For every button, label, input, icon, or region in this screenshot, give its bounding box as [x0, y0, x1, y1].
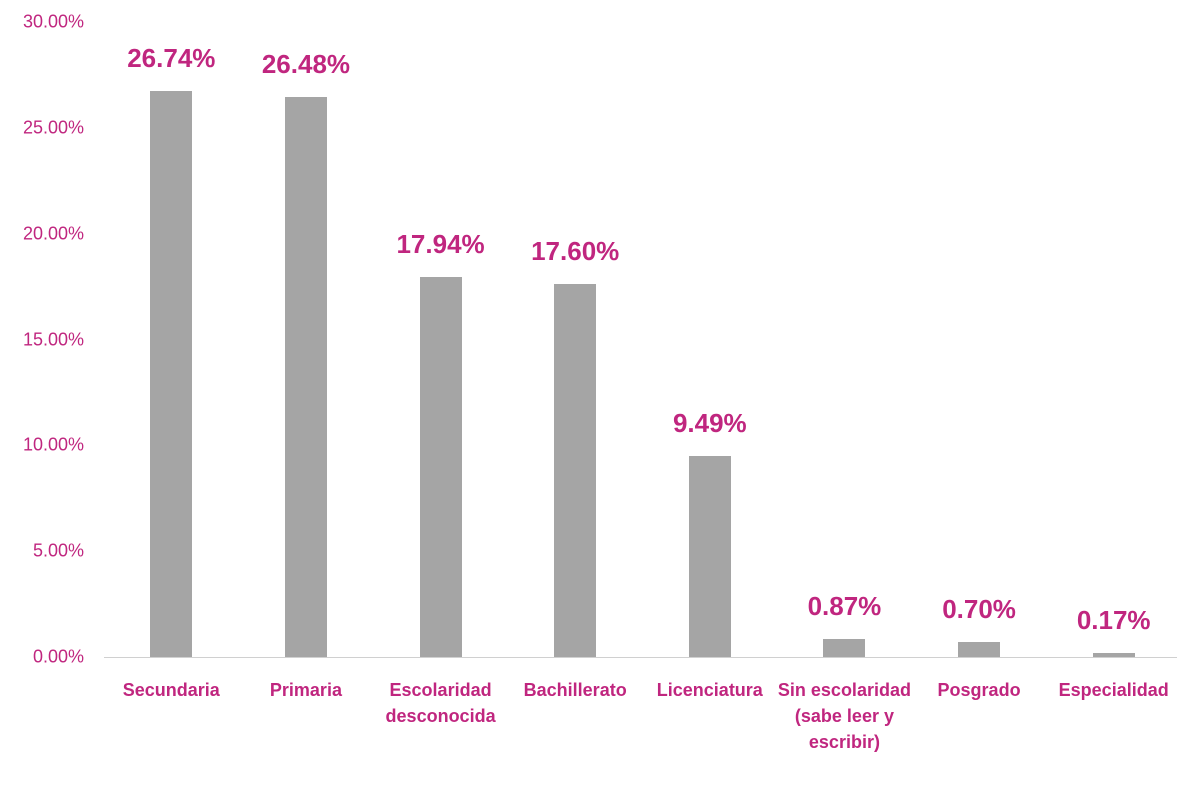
y-tick-label: 5.00% — [32, 540, 84, 561]
value-label: 17.60% — [531, 236, 620, 267]
y-tick-label: 20.00% — [22, 223, 84, 244]
value-label: 9.49% — [672, 408, 747, 439]
bar — [958, 642, 1001, 657]
value-label: 17.94% — [396, 229, 485, 260]
bar — [554, 284, 597, 657]
x-axis-line — [104, 657, 1177, 658]
x-tick-label: Bachillerato — [523, 680, 627, 700]
value-label: 0.17% — [1076, 605, 1151, 636]
bar — [688, 456, 731, 657]
y-tick-label: 25.00% — [22, 117, 84, 138]
value-label: 26.74% — [127, 43, 216, 73]
x-tick-label: Licenciatura — [656, 680, 763, 700]
value-label: 0.70% — [942, 594, 1016, 625]
bar — [150, 91, 193, 657]
value-label: 0.87% — [807, 590, 882, 621]
x-tick-label: Primaria — [269, 680, 342, 700]
bar — [823, 638, 866, 657]
x-tick-label: Sin escolaridad (sabe leer y escribir) — [777, 680, 911, 752]
y-tick-label: 30.00% — [22, 11, 84, 32]
y-tick-label: 15.00% — [22, 329, 84, 349]
x-tick-label: Escolaridad desconocida — [385, 680, 496, 726]
y-tick-label: 10.00% — [22, 434, 84, 455]
bar — [419, 277, 462, 657]
x-tick-label: Posgrado — [937, 680, 1021, 700]
bar — [1092, 653, 1135, 657]
value-label: 26.48% — [261, 48, 351, 79]
x-tick-label: Especialidad — [1058, 680, 1169, 700]
bar — [284, 96, 327, 657]
x-tick-label: Secundaria — [122, 680, 220, 700]
y-tick-label: 0.00% — [32, 646, 84, 667]
